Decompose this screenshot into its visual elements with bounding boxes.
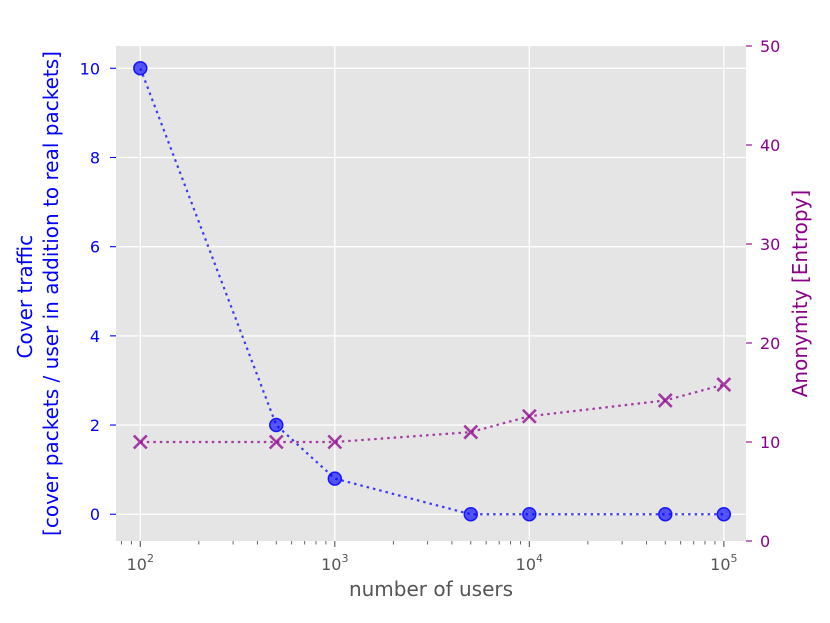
y-right-tick-label: 50 — [760, 37, 780, 56]
series-2-point — [521, 408, 537, 424]
x-tick-label: 105 — [710, 552, 737, 574]
x-axis-title: number of users — [349, 577, 513, 601]
y-left-tick-label: 4 — [90, 327, 100, 346]
x-marker-stroke — [327, 434, 343, 450]
x-tick-label-exponent: 5 — [731, 552, 738, 565]
x-tick-label-base: 10 — [321, 555, 341, 574]
y-right-tick-label: 20 — [760, 334, 780, 353]
series-2-point — [268, 434, 284, 450]
series-1-point — [133, 61, 148, 76]
x-tick-label: 103 — [321, 552, 348, 574]
series-1-point — [327, 471, 343, 486]
y-right-tick-label: 30 — [760, 235, 780, 254]
y-axis-left-title: Cover traffic [cover packets / user in a… — [13, 51, 63, 536]
series-2-point — [327, 434, 343, 450]
plot-background — [116, 46, 746, 541]
x-tick-label-exponent: 3 — [341, 552, 348, 565]
grid-lines — [116, 46, 746, 541]
x-marker-stroke — [132, 434, 148, 450]
x-minor-ticks — [121, 541, 716, 545]
y-axis-left-title-line2: [cover packets / user in addition to rea… — [39, 51, 63, 536]
y-right-tick-label: 40 — [760, 136, 780, 155]
x-tick-label-exponent: 4 — [536, 552, 543, 565]
series-2-point — [463, 424, 479, 440]
y-left-tick-label: 10 — [80, 59, 100, 78]
x-tick-label-base: 10 — [516, 555, 536, 574]
x-marker-stroke — [268, 434, 284, 450]
axis-ticks — [110, 45, 752, 547]
x-tick-label: 102 — [127, 552, 154, 574]
x-marker-stroke — [657, 393, 673, 408]
y-left-tick-label: 2 — [90, 416, 100, 435]
y-axis-left-title-line1: Cover traffic — [13, 235, 37, 359]
series-layer — [132, 61, 732, 522]
x-marker-stroke — [716, 377, 732, 392]
series-1-point — [716, 506, 732, 522]
series-1-point — [522, 506, 537, 522]
x-marker-stroke — [521, 408, 537, 424]
x-marker-stroke — [463, 424, 479, 440]
series-1-point — [658, 506, 673, 522]
series-2-point — [716, 377, 732, 392]
series-2-point — [657, 393, 673, 408]
series-2-point — [132, 434, 148, 450]
y-left-tick-label: 8 — [90, 148, 100, 167]
x-tick-label: 104 — [516, 552, 543, 574]
y-right-tick-label: 0 — [760, 532, 770, 551]
y-axis-right-title: Anonymity [Entropy] — [788, 190, 812, 398]
series-1-point — [463, 506, 479, 522]
y-left-tick-label: 0 — [90, 505, 100, 524]
y-right-tick-label: 10 — [760, 433, 780, 452]
series-1-point — [269, 417, 284, 433]
y-left-tick-label: 6 — [90, 238, 100, 257]
x-tick-label-base: 10 — [127, 555, 147, 574]
x-tick-label-base: 10 — [710, 555, 730, 574]
x-tick-label-exponent: 2 — [147, 552, 154, 565]
